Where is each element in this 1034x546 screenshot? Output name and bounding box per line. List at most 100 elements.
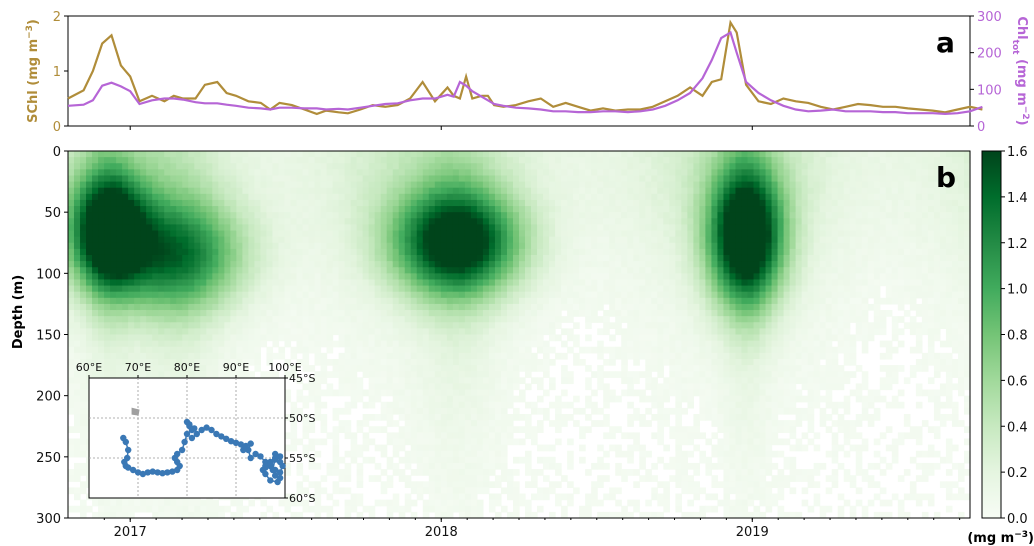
heat-cell (615, 151, 622, 158)
heat-cell (164, 248, 171, 256)
heat-cell (140, 285, 147, 293)
heat-cell (80, 346, 87, 354)
heat-cell (362, 230, 370, 238)
heat-cell (206, 169, 213, 177)
heat-cell (549, 511, 556, 519)
heat-cell (146, 365, 153, 372)
heat-cell (350, 175, 358, 183)
heat-cell (392, 285, 400, 293)
heat-cell (212, 224, 219, 232)
heat-cell (320, 316, 328, 323)
heat-cell (579, 456, 586, 464)
heat-cell (68, 248, 75, 256)
heat-cell (242, 254, 249, 262)
heat-cell (476, 199, 484, 207)
heat-cell (164, 199, 171, 207)
heat-cell (206, 334, 213, 342)
heat-cell (494, 151, 502, 158)
heat-cell (392, 248, 400, 256)
heat-cell (116, 193, 123, 201)
heat-cell (212, 248, 219, 256)
heat-cell (104, 199, 111, 207)
heat-cell (320, 187, 328, 195)
heat-cell (86, 193, 93, 201)
heat-cell (326, 285, 334, 293)
heat-cell (314, 212, 322, 219)
heat-cell (380, 236, 388, 244)
heat-cell (230, 334, 237, 342)
heat-cell (537, 420, 544, 427)
heat-cell (314, 462, 322, 470)
heat-cell (416, 193, 424, 201)
heat-cell (452, 407, 460, 415)
heat-cell (152, 193, 159, 201)
heat-cell (254, 175, 262, 183)
heat-cell (92, 371, 99, 378)
heat-cell (116, 303, 123, 311)
heat-cell (308, 395, 316, 403)
heat-cell (200, 242, 207, 250)
heat-cell (531, 334, 538, 342)
heat-cell (218, 371, 225, 378)
heat-cell (374, 181, 382, 189)
heat-cell (170, 169, 177, 177)
heat-cell (104, 334, 111, 342)
heat-cell (416, 206, 424, 213)
heat-cell (470, 163, 478, 170)
heat-cell (567, 303, 574, 311)
heat-cell (464, 401, 472, 409)
heat-cell (464, 395, 472, 403)
heat-cell (116, 511, 123, 519)
heat-cell (422, 230, 430, 238)
heat-cell (248, 346, 256, 354)
heat-cell (314, 487, 322, 495)
heat-cell (633, 175, 640, 183)
heat-cell (446, 151, 454, 158)
heat-cell (603, 224, 610, 232)
heat-cell (266, 218, 274, 225)
heat-cell (410, 377, 418, 385)
heat-cell (494, 218, 502, 225)
heat-cell (110, 163, 117, 170)
heat-cell (597, 157, 604, 164)
heat-cell (248, 499, 256, 507)
heat-cell (512, 499, 520, 507)
heat-cell (206, 230, 213, 238)
heat-cell (549, 444, 556, 452)
heat-cell (452, 395, 460, 403)
heat-cell (597, 365, 604, 372)
heat-cell (260, 511, 268, 519)
heat-cell (597, 291, 604, 299)
heat-cell (470, 279, 478, 287)
heat-cell (194, 511, 201, 519)
heat-cell (98, 169, 105, 177)
heat-cell (218, 291, 225, 299)
heat-cell (428, 273, 436, 281)
heat-cell (362, 151, 370, 158)
heat-cell (302, 383, 310, 391)
heat-cell (476, 346, 484, 354)
heat-cell (416, 401, 424, 409)
heat-cell (74, 181, 81, 189)
heat-cell (158, 297, 165, 305)
heat-cell (206, 303, 213, 311)
heat-cell (218, 267, 225, 274)
heat-cell (428, 303, 436, 311)
heat-cell (458, 322, 466, 329)
heat-cell (272, 218, 280, 225)
heat-cell (188, 273, 195, 281)
heat-cell (122, 267, 129, 274)
heat-cell (374, 310, 382, 317)
heat-cell (284, 181, 292, 189)
heat-cell (296, 487, 304, 495)
heat-cell (555, 224, 562, 232)
heat-cell (74, 358, 81, 366)
heat-cell (74, 297, 81, 305)
heat-cell (482, 248, 490, 256)
heat-cell (633, 389, 640, 397)
heat-cell (591, 254, 598, 262)
heat-cell (519, 169, 526, 177)
heat-cell (290, 310, 298, 317)
heat-cell (591, 346, 598, 354)
heat-cell (506, 199, 514, 207)
